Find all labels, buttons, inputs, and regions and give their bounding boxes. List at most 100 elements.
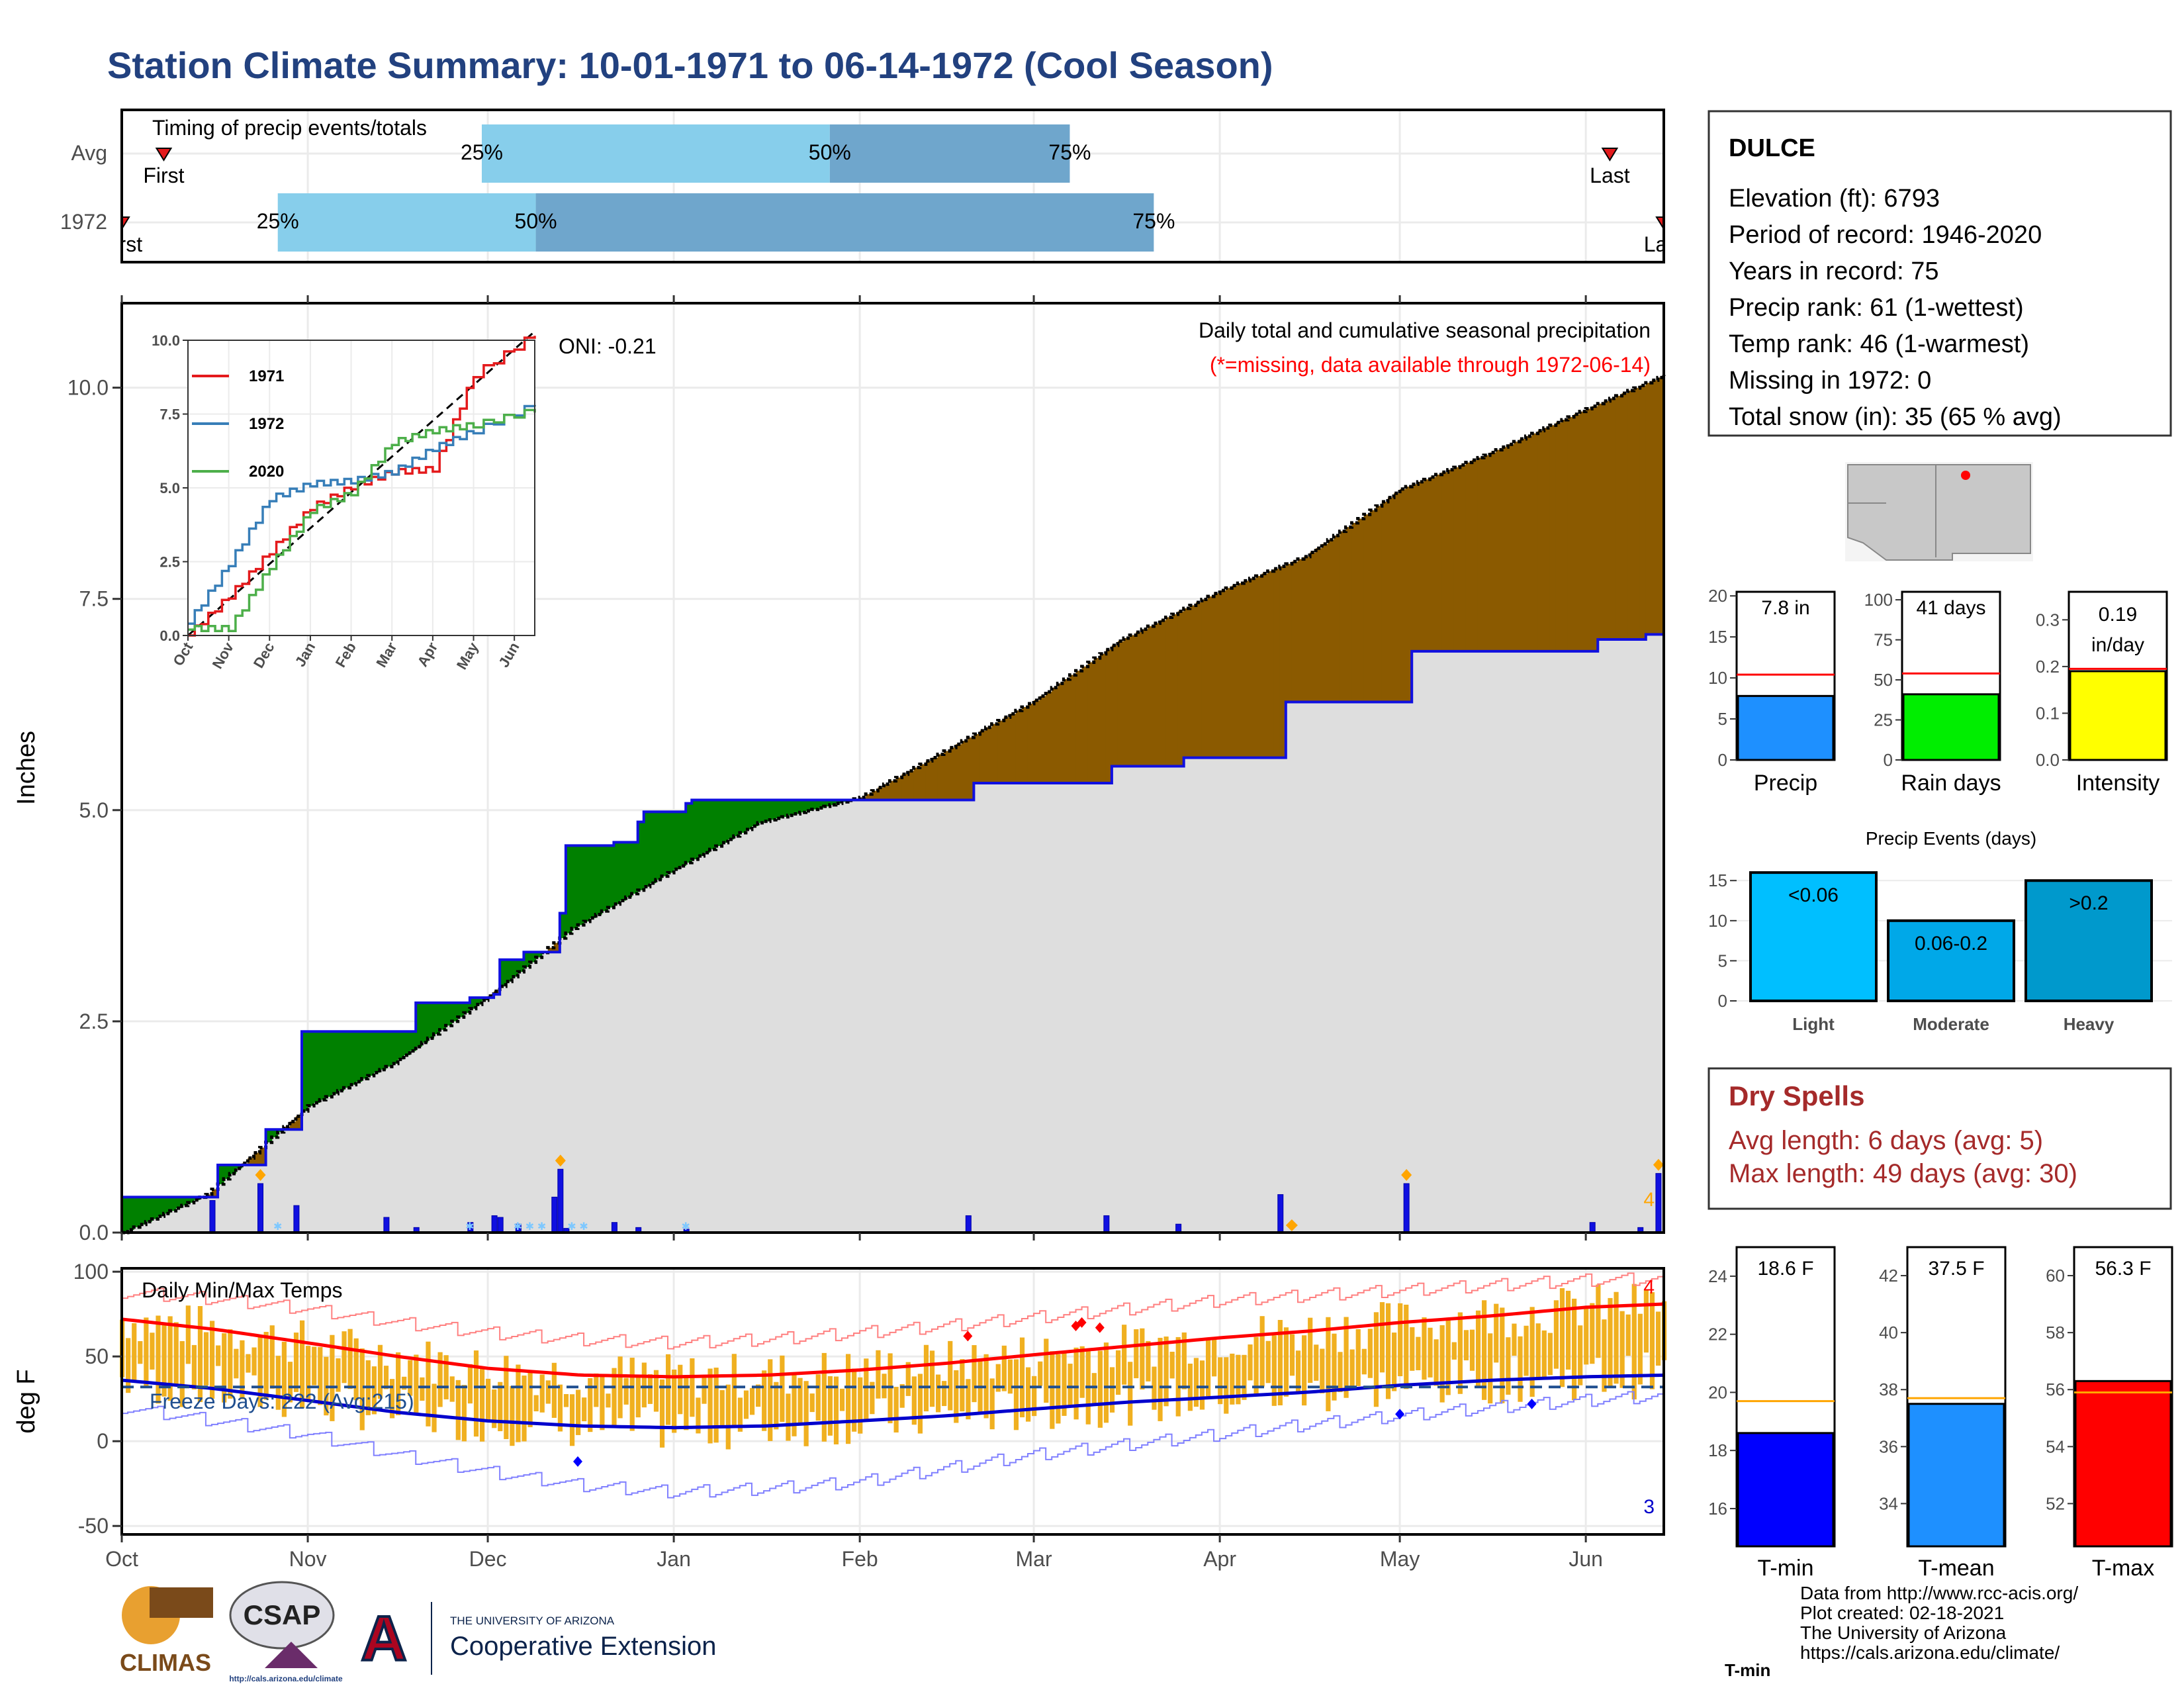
mini-temp-label: T-mean xyxy=(1918,1556,1994,1581)
surplus-area xyxy=(343,1031,351,1088)
mini-precip-tick-label: 25 xyxy=(1874,710,1893,730)
daily-temp-bar xyxy=(203,1332,209,1385)
mini-precip-tick-label: 20 xyxy=(1708,586,1727,606)
daily-temp-bar xyxy=(1230,1353,1235,1405)
deficit-area xyxy=(1034,700,1040,783)
event-range-label: 0.06-0.2 xyxy=(1915,933,1987,955)
deficit-area xyxy=(1525,436,1533,651)
mini-precip-label: Intensity xyxy=(2076,771,2160,796)
deficit-area xyxy=(1154,623,1161,767)
daily-temp-bar xyxy=(1355,1329,1361,1386)
daily-temp-bar xyxy=(167,1316,173,1401)
surplus-area xyxy=(367,1031,375,1076)
daily-temp-bar xyxy=(557,1384,563,1432)
mini-temp-label: T-min xyxy=(1758,1556,1814,1581)
deficit-area xyxy=(1058,683,1064,783)
timing-right-mask xyxy=(1665,110,1705,262)
avg-max-line xyxy=(121,1302,1664,1379)
dry-spells-box xyxy=(1707,1067,2172,1210)
mini-temp-tick-label: 20 xyxy=(1708,1382,1727,1402)
deficit-area xyxy=(1015,710,1023,783)
daily-temp-bar xyxy=(287,1362,293,1403)
inset-series-line xyxy=(188,336,536,637)
deficit-area xyxy=(1580,411,1586,651)
deficit-area xyxy=(1514,442,1521,651)
deficit-area xyxy=(907,771,915,800)
daily-temp-bar xyxy=(414,1354,419,1416)
events-tick-label: 5 xyxy=(1718,951,1727,970)
deficit-area xyxy=(1244,581,1251,758)
surplus-area xyxy=(559,913,567,939)
month-tick-label: Nov xyxy=(289,1547,327,1571)
dry-spells-max: Max length: 49 days (avg: 30) xyxy=(1729,1159,2077,1188)
daily-temp-bar xyxy=(612,1368,617,1427)
daily-temp-bar xyxy=(437,1352,443,1407)
daily-temp-bar xyxy=(1367,1329,1373,1378)
surplus-area xyxy=(590,845,596,918)
surplus-area xyxy=(475,998,482,1005)
inset-avg-line xyxy=(187,330,535,637)
surplus-area xyxy=(817,800,825,808)
event-bar xyxy=(2025,879,2153,1003)
daily-temp-bar xyxy=(1451,1342,1457,1360)
deficit-area xyxy=(1009,714,1017,783)
inset-series-line xyxy=(188,404,536,625)
surplus-area xyxy=(727,800,735,840)
deficit-area xyxy=(1406,487,1412,702)
daily-temp-bar xyxy=(1559,1288,1565,1387)
daily-temp-bar xyxy=(1091,1373,1097,1405)
daily-temp-bar xyxy=(606,1393,611,1408)
deficit-area xyxy=(925,761,933,800)
daily-temp-bar xyxy=(1073,1347,1079,1420)
surplus-area xyxy=(637,821,645,890)
surplus-area xyxy=(692,800,698,860)
surplus-area xyxy=(404,1031,410,1055)
daily-temp-bar xyxy=(600,1374,605,1430)
surplus-area xyxy=(578,845,584,925)
csap-logo-text: CSAP xyxy=(244,1599,321,1630)
daily-temp-bar xyxy=(743,1390,749,1419)
deficit-area xyxy=(1238,583,1244,758)
surplus-area xyxy=(469,998,477,1009)
daily-temp-bar xyxy=(1433,1339,1439,1386)
surplus-area xyxy=(128,1197,134,1230)
precip-y-tick-label: 10.0 xyxy=(68,376,109,400)
deficit-area xyxy=(1639,385,1647,639)
deficit-area xyxy=(974,733,981,783)
daily-temp-bar xyxy=(821,1352,827,1442)
station-info-line: Temp rank: 46 (1-warmest) xyxy=(1729,330,2029,358)
surplus-area xyxy=(140,1197,146,1225)
daily-temp-bar xyxy=(702,1378,707,1404)
daily-temp-bar xyxy=(917,1374,923,1434)
daily-temp-bar xyxy=(371,1366,377,1415)
timing-pct-label: 75% xyxy=(1132,209,1175,233)
surplus-area xyxy=(332,1031,338,1094)
mini-precip-bar xyxy=(1737,694,1835,761)
temp-title: Daily Min/Max Temps xyxy=(142,1278,342,1302)
mini-temp-tick-label: 60 xyxy=(2046,1266,2065,1286)
timing-bar-q1 xyxy=(277,193,536,252)
daily-temp-bar xyxy=(1236,1354,1241,1405)
surplus-area xyxy=(733,800,741,837)
daily-temp-bar xyxy=(1338,1352,1343,1393)
daily-temp-bar xyxy=(209,1321,215,1399)
deficit-area xyxy=(1369,510,1377,702)
daily-precip-bar xyxy=(1403,1183,1410,1233)
daily-temp-bar xyxy=(455,1380,461,1440)
deficit-area xyxy=(1592,406,1598,651)
event-range-label: >0.2 xyxy=(2069,892,2108,914)
deficit-area xyxy=(547,947,555,953)
temp-y-tick-label: 50 xyxy=(85,1344,109,1368)
daily-temp-bar xyxy=(737,1397,743,1432)
daily-temp-bar xyxy=(749,1387,755,1415)
deficit-area xyxy=(1615,395,1623,639)
daily-temp-bar xyxy=(647,1374,653,1404)
daily-temp-bar xyxy=(1512,1323,1517,1356)
daily-temp-bar xyxy=(983,1354,989,1419)
surplus-area xyxy=(625,842,633,898)
daily-temp-bar xyxy=(563,1393,569,1407)
deficit-area xyxy=(1267,571,1275,758)
daily-temp-bar xyxy=(1193,1358,1199,1407)
daily-temp-bar xyxy=(678,1364,683,1415)
surplus-area xyxy=(782,800,788,817)
